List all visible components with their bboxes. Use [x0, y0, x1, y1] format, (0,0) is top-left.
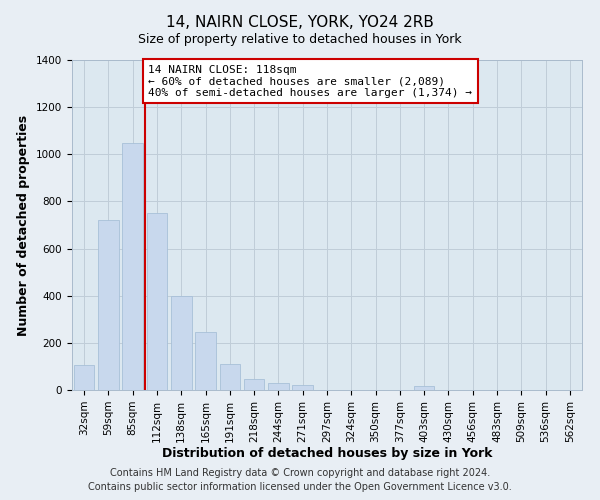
Y-axis label: Number of detached properties: Number of detached properties [17, 114, 31, 336]
Bar [122, 142, 143, 390]
Bar [220, 364, 240, 390]
Bar [146, 213, 167, 390]
Bar [195, 332, 216, 390]
Text: Size of property relative to detached houses in York: Size of property relative to detached ho… [138, 32, 462, 46]
Text: Contains HM Land Registry data © Crown copyright and database right 2024.
Contai: Contains HM Land Registry data © Crown c… [88, 468, 512, 492]
Bar [74, 365, 94, 390]
Bar [98, 220, 119, 390]
Text: 14, NAIRN CLOSE, YORK, YO24 2RB: 14, NAIRN CLOSE, YORK, YO24 2RB [166, 15, 434, 30]
Bar [268, 384, 289, 390]
Bar [414, 386, 434, 390]
Bar [292, 385, 313, 390]
Bar [171, 296, 191, 390]
X-axis label: Distribution of detached houses by size in York: Distribution of detached houses by size … [162, 448, 492, 460]
Text: 14 NAIRN CLOSE: 118sqm
← 60% of detached houses are smaller (2,089)
40% of semi-: 14 NAIRN CLOSE: 118sqm ← 60% of detached… [149, 64, 473, 98]
Bar [244, 378, 265, 390]
